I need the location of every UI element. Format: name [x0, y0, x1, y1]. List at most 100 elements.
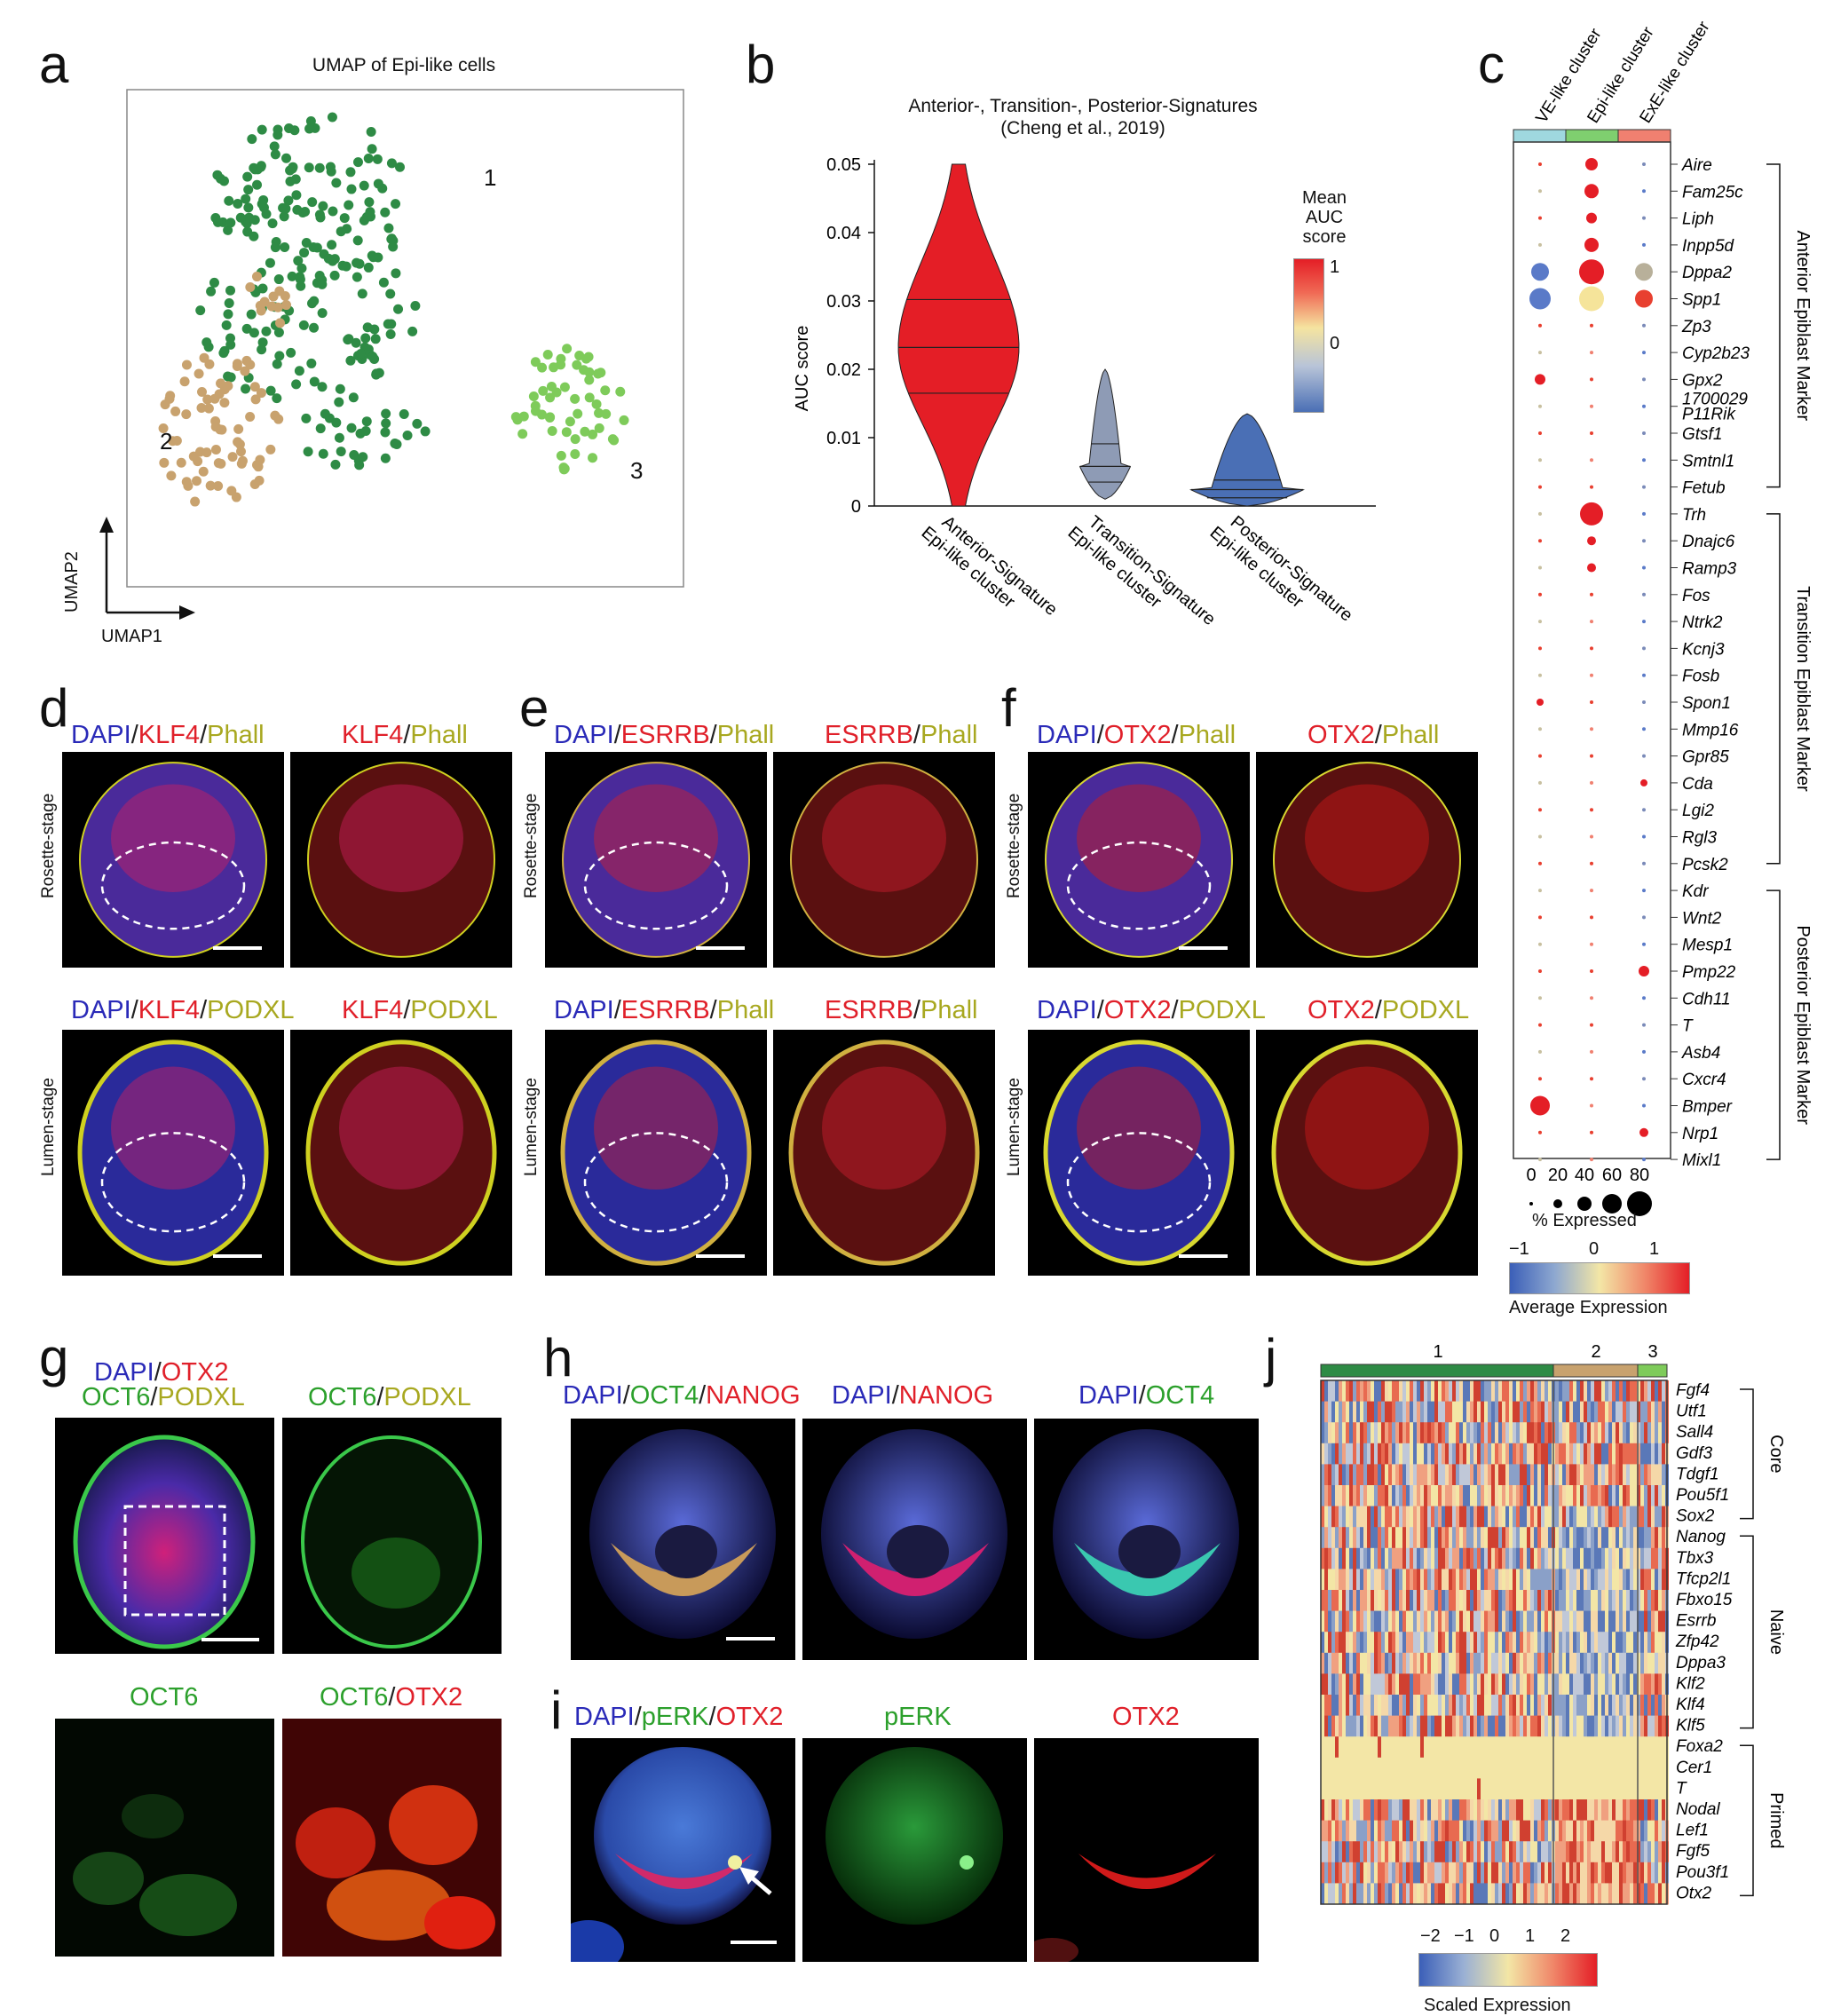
- dot-gene-label: Fetub: [1682, 479, 1726, 498]
- umap-point-cluster-2: [273, 414, 284, 424]
- umap-point-cluster-2: [196, 403, 207, 414]
- dot-plot-point: [1590, 1077, 1593, 1081]
- micrograph-merge: [1028, 1030, 1250, 1276]
- umap-point-cluster-1: [317, 279, 328, 289]
- umap-point-cluster-2: [233, 437, 243, 447]
- micrograph-merge: [62, 752, 284, 968]
- heat-gene-label: Utf1: [1676, 1403, 1707, 1421]
- dot-plot-point: [1538, 1077, 1542, 1081]
- umap-point-cluster-1: [272, 393, 282, 404]
- umap-point-cluster-1: [352, 235, 363, 246]
- heat-legend-tick: −1: [1454, 1926, 1474, 1946]
- umap-point-cluster-1: [380, 427, 391, 438]
- dot-gene-label: Mmp16: [1682, 721, 1739, 739]
- umap-point-cluster-2: [190, 496, 201, 507]
- size-legend-tick: 0: [1526, 1166, 1536, 1185]
- stain-label: OTX2/Phall: [1308, 721, 1440, 749]
- dot-gene-label: Spon1: [1682, 694, 1731, 713]
- dot-plot-point: [1642, 1049, 1646, 1054]
- dot-plot-point: [1590, 808, 1593, 812]
- dot-plot-point: [1538, 404, 1542, 408]
- umap-point-cluster-1: [301, 413, 312, 423]
- dot-plot-point: [1642, 942, 1646, 946]
- umap-point-cluster-1: [391, 439, 402, 449]
- micrograph-merge: [545, 1030, 767, 1276]
- i-image-otx2: [1034, 1738, 1259, 1962]
- dot-plot-point: [1590, 1158, 1593, 1162]
- umap-point-cluster-1: [195, 305, 206, 316]
- umap-point-cluster-3: [559, 382, 570, 392]
- umap-point-cluster-2: [265, 444, 276, 455]
- umap-point-cluster-1: [366, 127, 376, 138]
- umap-point-cluster-2: [181, 409, 192, 420]
- umap-point-cluster-3: [570, 434, 581, 445]
- umap-point-cluster-1: [257, 199, 267, 210]
- umap-point-cluster-1: [314, 162, 325, 173]
- dot-plot-point: [1531, 263, 1549, 281]
- dot-plot-point: [1538, 1023, 1542, 1027]
- dot-plot-point: [1590, 942, 1593, 946]
- dot-plot-point: [1538, 754, 1542, 758]
- stain-label: KLF4/PODXL: [342, 996, 498, 1024]
- dot-gene-label: Fosb: [1682, 668, 1719, 686]
- dot-plot-point: [1538, 780, 1542, 785]
- dot-group-label: Anterior Epiblast Marker: [1793, 231, 1813, 422]
- umap-point-cluster-1: [305, 116, 316, 127]
- avg-expr-tick-m1: −1: [1509, 1239, 1529, 1259]
- umap-point-cluster-1: [363, 153, 374, 163]
- g-image-merge: [55, 1418, 274, 1654]
- umap-point-cluster-1: [335, 383, 345, 394]
- umap-point-cluster-1: [360, 426, 371, 437]
- umap-point-cluster-2: [159, 457, 170, 468]
- dot-plot-point: [1642, 592, 1646, 597]
- g-image-oct6-zoom: [55, 1719, 274, 1957]
- panel-f-letter: f: [1001, 678, 1016, 738]
- umap-point-cluster-2: [170, 406, 181, 416]
- umap-point-cluster-1: [363, 262, 374, 273]
- dot-plot-point: [1584, 184, 1599, 199]
- umap-point-cluster-1: [391, 268, 401, 279]
- dot-plot-point: [1590, 861, 1593, 866]
- umap-point-cluster-1: [242, 171, 253, 182]
- heat-cluster-bar: [1552, 1364, 1639, 1378]
- dot-gene-label: Aire: [1681, 156, 1712, 175]
- g-top-left-label-2: OCT6/PODXL: [82, 1383, 245, 1411]
- dot-plot-point: [1538, 673, 1542, 677]
- dot-gene-label: Cda: [1682, 775, 1713, 794]
- umap-point-cluster-1: [221, 320, 232, 330]
- umap-point-cluster-1: [373, 178, 383, 189]
- umap-point-cluster-1: [223, 225, 233, 235]
- size-legend-tick: 60: [1602, 1166, 1622, 1185]
- umap-point-cluster-1: [257, 124, 267, 135]
- dot-plot-point: [1538, 511, 1542, 516]
- g-bottom-right-label: OCT6/OTX2: [320, 1683, 463, 1712]
- dot-gene-label: Gpr85: [1682, 748, 1729, 767]
- umap-point-cluster-1: [307, 197, 318, 208]
- umap-point-cluster-1: [328, 206, 338, 217]
- micrograph-channel: [290, 1030, 512, 1276]
- heat-legend-bar: [1418, 1953, 1598, 1987]
- stain-label: DAPI/OTX2/Phall: [1037, 721, 1236, 749]
- dot-gene-label: P11Rik: [1682, 406, 1736, 424]
- heat-legend-tick: −2: [1420, 1926, 1441, 1946]
- dot-plot-point: [1538, 915, 1542, 920]
- row-label: Rosette-stage: [522, 793, 541, 898]
- umap-point-cluster-1: [329, 270, 340, 281]
- dot-plot-point: [1642, 808, 1646, 812]
- umap-point-cluster-2: [216, 378, 226, 389]
- umap-point-cluster-2: [256, 305, 266, 316]
- dot-plot-point: [1590, 727, 1593, 731]
- umap-point-cluster-1: [243, 202, 254, 213]
- umap-point-cluster-3: [570, 449, 581, 460]
- dot-plot-point: [1642, 996, 1646, 1000]
- umap-point-cluster-1: [352, 257, 362, 268]
- umap-point-cluster-2: [249, 382, 260, 392]
- dot-plot-point: [1587, 536, 1596, 546]
- dot-plot-point: [1590, 485, 1593, 489]
- umap-point-cluster-3: [530, 357, 541, 368]
- umap-point-cluster-3: [594, 423, 604, 433]
- dot-plot-point: [1585, 158, 1598, 170]
- umap-point-cluster-3: [609, 435, 620, 446]
- umap-point-cluster-1: [393, 304, 404, 314]
- dot-gene-label: Rgl3: [1682, 829, 1718, 848]
